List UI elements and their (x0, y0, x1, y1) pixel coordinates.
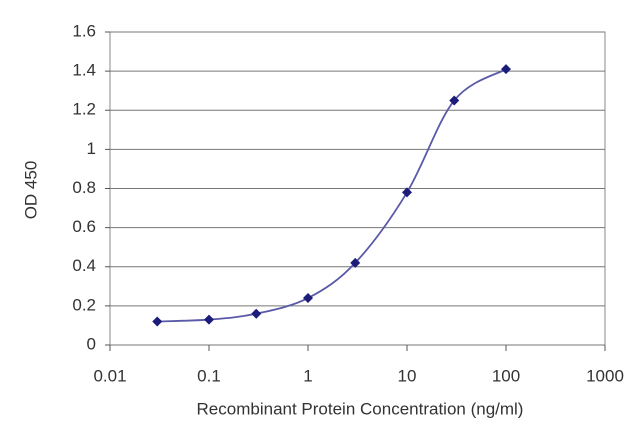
y-tick-label: 1.6 (72, 21, 96, 40)
x-tick-label: 1000 (586, 366, 624, 385)
marker (350, 257, 361, 268)
y-tick-label: 0.4 (72, 256, 96, 275)
y-tick-label: 0.2 (72, 295, 96, 314)
y-tick-label: 1 (87, 139, 96, 158)
y-tick-label: 1.2 (72, 100, 96, 119)
y-axis-label: OD 450 (21, 161, 40, 220)
marker (204, 314, 214, 325)
y-tick-label: 0 (87, 334, 96, 353)
marker (449, 95, 460, 106)
marker (152, 316, 163, 327)
marker (303, 293, 313, 304)
x-tick-label: 10 (398, 366, 417, 385)
y-tick-label: 1.4 (72, 61, 96, 80)
marker (402, 187, 412, 198)
x-tick-label: 0.01 (93, 366, 126, 385)
x-tick-label: 1 (303, 366, 312, 385)
marker (251, 308, 262, 319)
x-tick-label: 100 (492, 366, 520, 385)
y-tick-label: 0.6 (72, 217, 96, 236)
x-axis-label: Recombinant Protein Concentration (ng/ml… (197, 399, 524, 418)
marker (501, 64, 511, 75)
x-tick-label: 0.1 (197, 366, 221, 385)
line (157, 68, 507, 323)
y-tick-label: 0.8 (72, 178, 96, 197)
